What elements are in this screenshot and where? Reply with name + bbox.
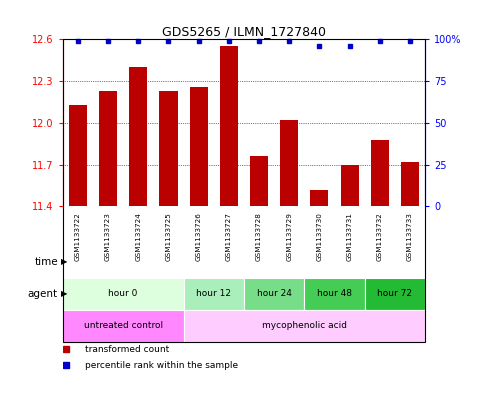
Text: hour 24: hour 24 (256, 289, 292, 298)
Bar (129, 67, 147, 206)
Text: GSM1133728: GSM1133728 (256, 212, 262, 261)
Title: GDS5265 / ILMN_1727840: GDS5265 / ILMN_1727840 (162, 25, 326, 38)
Bar (304, 278, 365, 310)
Text: time: time (34, 257, 58, 267)
Bar (371, 140, 389, 206)
Text: GSM1133733: GSM1133733 (407, 212, 413, 261)
Text: mycophenolic acid: mycophenolic acid (262, 321, 347, 330)
Text: GSM1133730: GSM1133730 (316, 212, 322, 261)
Text: transformed count: transformed count (85, 345, 169, 354)
Text: GSM1133732: GSM1133732 (377, 212, 383, 261)
Text: GSM1133722: GSM1133722 (75, 212, 81, 261)
Bar (341, 165, 358, 206)
Bar (63, 310, 184, 342)
Text: GSM1133727: GSM1133727 (226, 212, 232, 261)
Bar (184, 310, 425, 342)
Text: ▶: ▶ (61, 257, 68, 266)
Text: hour 12: hour 12 (196, 289, 231, 298)
Bar (244, 278, 304, 310)
Bar (63, 278, 184, 310)
Bar (250, 156, 268, 206)
Bar (159, 91, 178, 206)
Text: hour 48: hour 48 (317, 289, 352, 298)
Text: untreated control: untreated control (84, 321, 163, 330)
Bar (280, 120, 298, 206)
Text: GSM1133726: GSM1133726 (196, 212, 201, 261)
Bar (99, 91, 117, 206)
Bar (220, 46, 238, 206)
Text: hour 72: hour 72 (377, 289, 412, 298)
Text: GSM1133731: GSM1133731 (347, 212, 353, 261)
Text: ▶: ▶ (61, 289, 68, 298)
Text: GSM1133724: GSM1133724 (135, 212, 141, 261)
Text: GSM1133723: GSM1133723 (105, 212, 111, 261)
Text: percentile rank within the sample: percentile rank within the sample (85, 361, 238, 370)
Bar (365, 278, 425, 310)
Text: GSM1133725: GSM1133725 (166, 212, 171, 261)
Bar (69, 105, 87, 206)
Bar (311, 190, 328, 206)
Bar (401, 162, 419, 206)
Text: GSM1133729: GSM1133729 (286, 212, 292, 261)
Bar (189, 86, 208, 206)
Text: hour 0: hour 0 (109, 289, 138, 298)
Bar (184, 278, 244, 310)
Text: agent: agent (28, 289, 58, 299)
